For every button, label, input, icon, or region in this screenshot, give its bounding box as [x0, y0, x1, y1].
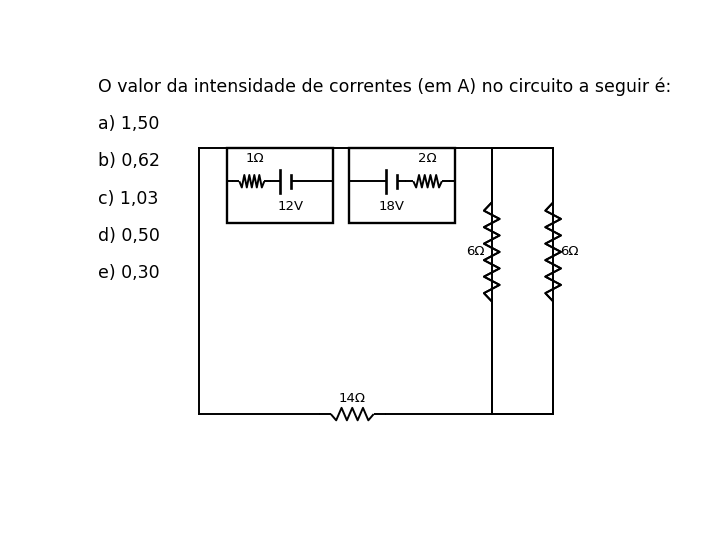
Text: 12V: 12V — [278, 200, 304, 213]
Text: a) 1,50: a) 1,50 — [99, 114, 160, 133]
Text: 2Ω: 2Ω — [418, 152, 437, 165]
Text: 18V: 18V — [378, 200, 405, 213]
Text: 6Ω: 6Ω — [560, 245, 578, 259]
Bar — [349, 148, 456, 223]
Text: d) 0,50: d) 0,50 — [99, 227, 161, 245]
Text: e) 0,30: e) 0,30 — [99, 265, 160, 282]
Bar — [492, 148, 553, 414]
Text: O valor da intensidade de correntes (em A) no circuito a seguir é:: O valor da intensidade de correntes (em … — [99, 77, 672, 96]
Bar — [227, 148, 333, 223]
Text: c) 1,03: c) 1,03 — [99, 190, 158, 207]
Text: 6Ω: 6Ω — [467, 245, 485, 259]
Text: 1Ω: 1Ω — [246, 152, 264, 165]
Text: 14Ω: 14Ω — [339, 392, 366, 405]
Text: b) 0,62: b) 0,62 — [99, 152, 161, 170]
